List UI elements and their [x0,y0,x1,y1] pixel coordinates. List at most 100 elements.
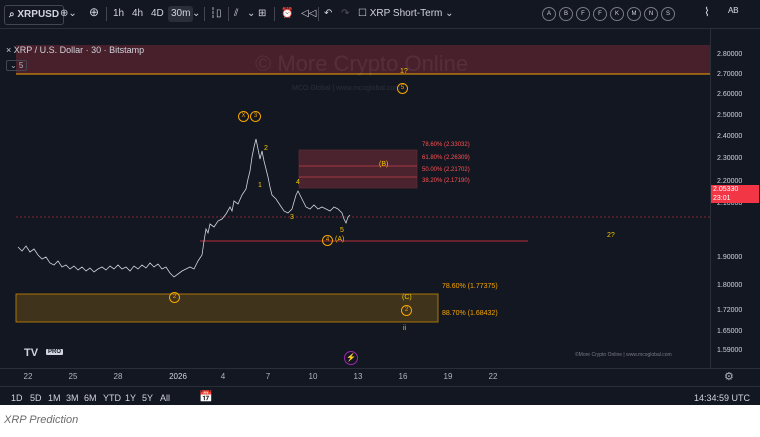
compare-icon: ⊕⌄ [60,8,77,19]
range-all[interactable]: All [160,393,171,403]
compare-symbol-button[interactable]: ⊕⌄ [60,6,77,22]
wave-label-1q: 1? [400,68,408,75]
time-tick: 4 [220,372,226,381]
timeframe-4d[interactable]: 4D [151,8,164,19]
indicators-dropdown[interactable]: ⌄ [247,6,255,22]
timeframe-30m[interactable]: 30m [168,6,194,22]
time-axis[interactable]: 22 25 28 2026 4 7 10 13 16 19 22 ⚙ [0,368,760,387]
symbol-search-button[interactable]: ⌕ XRPUSD [4,5,65,25]
price-tick: 2.50000 [717,112,743,119]
bar-countdown: 23:01 [713,195,731,202]
time-tick: 10 [308,372,318,381]
wave-label-3-circle: 3 [250,111,261,122]
range-1y[interactable]: 1Y [125,393,137,403]
symbol-label: XRPUSD [17,9,60,20]
undo-button[interactable]: ↶ [324,6,332,22]
abc-icon: ᴬᴮ [728,5,739,19]
time-tick: 19 [443,372,453,381]
wave-label-1: 1 [258,182,262,189]
timeframe-dropdown[interactable]: ⌄ [192,6,200,22]
indicator-toggle[interactable]: ⌄ 5 [6,60,28,71]
price-tick: 1.65000 [717,328,743,335]
plus-circle-icon: ⊕ [89,5,100,19]
timeframe-1h[interactable]: 1h [113,8,125,19]
chart-title: × XRP / U.S. Dollar · 30 · Bitstamp [6,45,145,55]
wave-label-b: (B) [379,161,389,168]
chart-pane[interactable]: × XRP / U.S. Dollar · 30 · Bitstamp ⌄ 5 … [0,29,710,368]
abc-tool-button[interactable]: ᴬᴮ [728,4,738,20]
wave-label-5-circle: 5 [397,83,408,94]
time-tick: 25 [68,372,78,381]
bottom-toolbar: 1D 5D 1M 3M 6M YTD 1Y 5Y All 📅 14:34:59 … [0,386,760,405]
pro-badge: PRO [46,349,64,355]
indicators-icon: ⫽ [234,8,239,19]
fib-box-lower [15,293,439,323]
fib-label: 78.60% (2.33032) [422,142,470,148]
price-chart-svg [15,45,710,323]
price-tick: 2.10000 [717,200,743,207]
time-tick: 13 [353,372,363,381]
time-tick: 28 [113,372,123,381]
fib-label: 38.20% (2.17190) [422,178,470,184]
wave-label-4-circle: 4 [322,235,333,246]
toolbar-circle-m[interactable]: M [627,7,641,21]
chevron-down-icon: ⌄ [247,8,256,19]
watermark: © More Crypto Online [255,51,469,76]
toolbar-circle-s[interactable]: S [661,7,675,21]
time-tick: 16 [398,372,408,381]
alert-icon: ⏰ [281,8,294,19]
fib-label-lower: 88.70% (1.68432) [442,310,498,317]
redo-icon: ↷ [341,8,350,19]
layout-name-button[interactable]: ☐ XRP Short-Term ⌄ [358,6,454,22]
settings-gear-icon[interactable]: ⚙ [724,371,734,383]
lightning-icon[interactable]: ⚡ [344,351,358,365]
drawing-tools-button[interactable]: ⌇ [704,4,710,20]
search-icon: ⌕ [9,9,18,20]
price-tick: 2.60000 [717,91,743,98]
replay-icon: ◁◁ [301,8,317,19]
alert-button[interactable]: ⏰ [281,6,293,22]
toolbar-circle-a[interactable]: A [542,7,556,21]
range-1m[interactable]: 1M [48,393,61,403]
timeframe-4h[interactable]: 4h [132,8,144,19]
redo-button[interactable]: ↷ [341,6,349,22]
toolbar-circle-f2[interactable]: F [593,7,607,21]
indicators-button[interactable]: ⫽ [234,6,238,22]
range-ytd[interactable]: YTD [103,393,121,403]
toolbar-circle-k[interactable]: K [610,7,624,21]
templates-button[interactable]: ⊞ [258,6,266,22]
toolbar-circle-b[interactable]: B [559,7,573,21]
range-5y[interactable]: 5Y [142,393,154,403]
wave-label-4: 4 [296,179,300,186]
candles-icon: ┆▯ [210,8,222,19]
current-price-value: 2.05330 [713,186,739,193]
chart-type-button[interactable]: ┆▯ [210,6,222,22]
utc-clock: 14:34:59 UTC [694,393,751,403]
date-range-calendar-icon[interactable]: 📅 [199,391,213,403]
range-3m[interactable]: 3M [66,393,79,403]
chevron-down-icon: ⌄ [192,8,201,19]
tradingview-app: ⌕ XRPUSD ⊕⌄ ⊕ 1h 4h 4D 30m ⌄ ┆▯ ⫽ ⌄ ⊞ ⏰ … [0,0,760,405]
price-tick: 1.90000 [717,254,743,261]
time-tick: 2026 [169,372,187,381]
add-symbol-button[interactable]: ⊕ [89,4,99,20]
toolbar-circle-n[interactable]: N [644,7,658,21]
price-tick: 1.80000 [717,282,743,289]
image-caption: XRP Prediction [4,414,79,426]
wave-label-2-circle: 2 [169,292,180,303]
price-tick: 2.80000 [717,51,743,58]
price-tick: 2.30000 [717,155,743,162]
time-tick: 7 [265,372,271,381]
replay-button[interactable]: ◁◁ [301,6,316,22]
range-6m[interactable]: 6M [84,393,97,403]
fib-label-lower: 78.60% (1.77375) [442,283,498,290]
fib-label: 50.00% (2.21702) [422,167,470,173]
wave-label-3: 3 [290,214,294,221]
price-tick: 1.72000 [717,307,743,314]
drawing-icon: ⌇ [704,5,710,19]
price-tick: 2.70000 [717,71,743,78]
wave-label-2: 2 [264,145,268,152]
toolbar-circle-f1[interactable]: F [576,7,590,21]
range-1d[interactable]: 1D [11,393,23,403]
range-5d[interactable]: 5D [30,393,42,403]
